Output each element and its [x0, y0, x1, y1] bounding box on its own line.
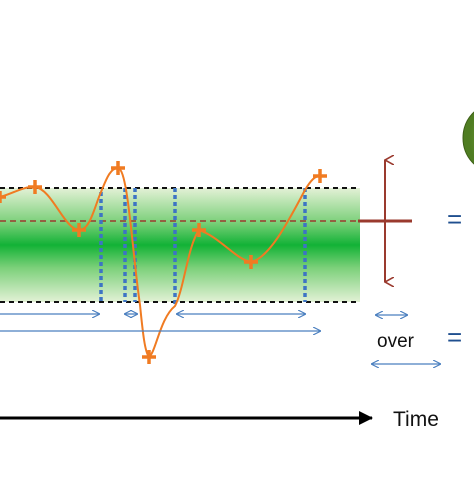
amplitude-symbol: [358, 160, 412, 282]
marker-plus: [142, 350, 156, 364]
marker-plus: [313, 169, 327, 183]
equals-sign-bottom: =: [447, 322, 462, 352]
marker-plus: [0, 191, 6, 203]
marker-plus: [111, 161, 125, 175]
time-axis-label: Time: [393, 408, 439, 431]
marker-plus: [28, 180, 42, 194]
green-circle: [462, 111, 474, 165]
tolerance-band: [0, 188, 360, 302]
over-label: over: [377, 331, 415, 352]
marker-plus: [244, 255, 258, 269]
marker-plus: [192, 223, 206, 237]
crossing-lines: [99, 188, 307, 306]
marker-plus: [72, 223, 86, 237]
equals-sign-top: =: [447, 204, 462, 234]
series-markers: [0, 161, 327, 364]
